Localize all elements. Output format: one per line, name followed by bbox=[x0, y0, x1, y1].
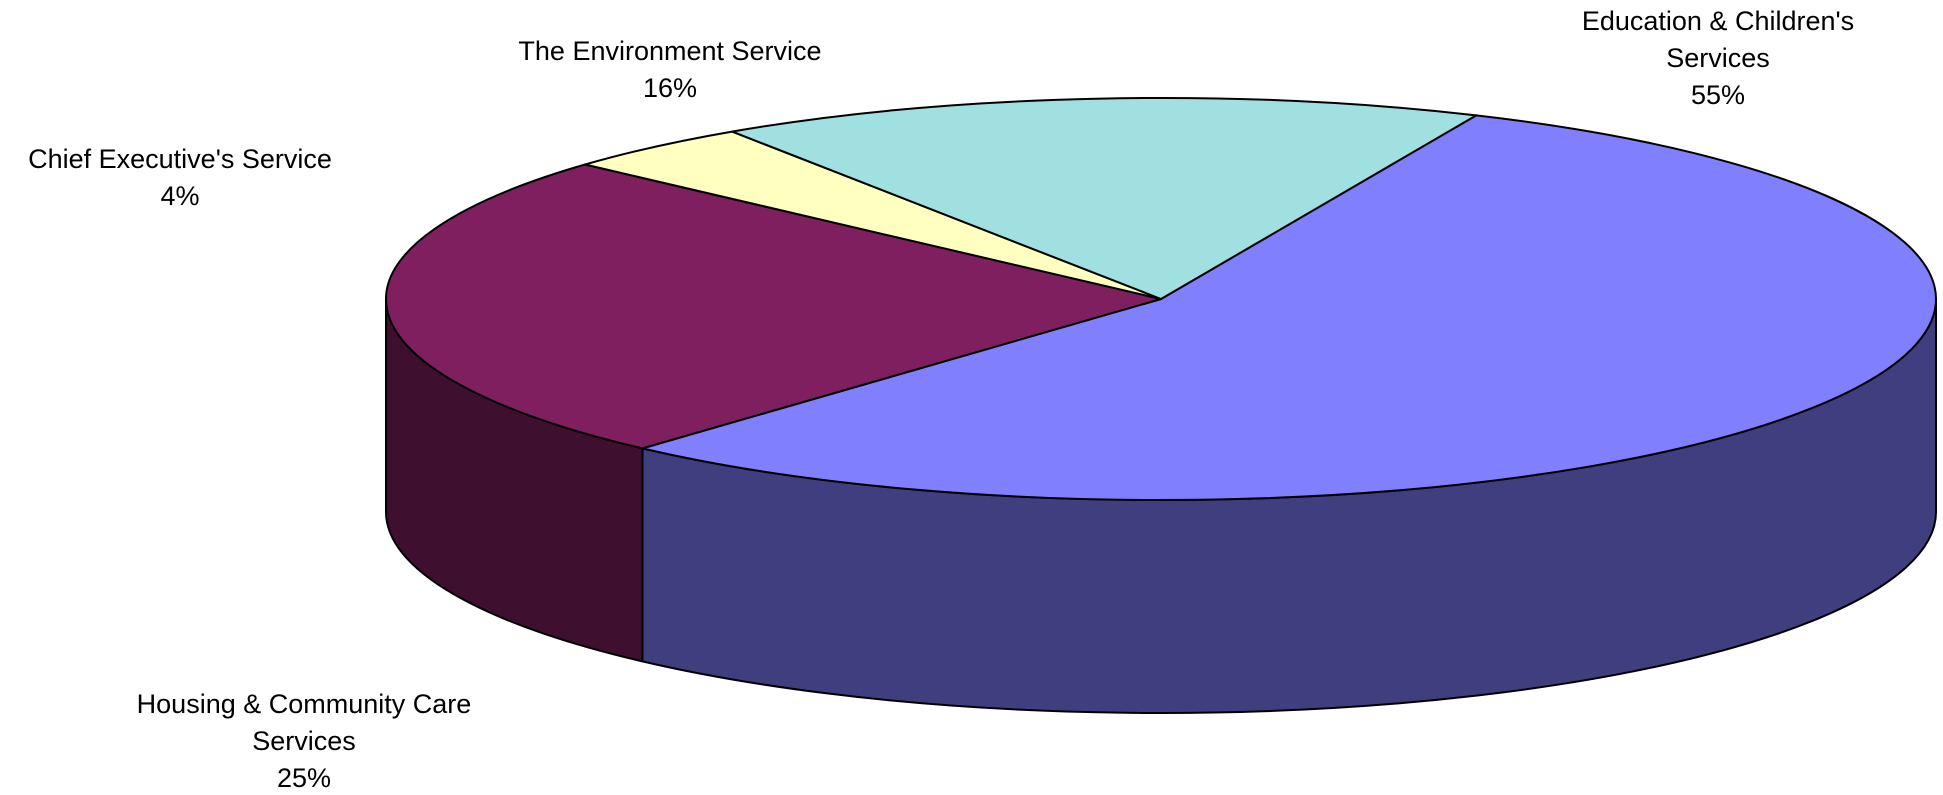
pie-slice-chief-executive-s-service bbox=[584, 130, 1162, 300]
data-label-education-children-s-services: Education & Children's Services 55% bbox=[1582, 6, 1854, 110]
data-label-the-environment-service: The Environment Service 16% bbox=[518, 36, 821, 103]
data-label-category: Education & Children's bbox=[1582, 6, 1854, 36]
data-label-percent: 55% bbox=[1691, 80, 1745, 110]
pie-slice-housing-community-care-services bbox=[385, 163, 1162, 450]
data-label-percent: 16% bbox=[643, 73, 697, 103]
data-label-category: Services bbox=[1666, 43, 1770, 73]
data-label-percent: 25% bbox=[277, 763, 331, 793]
pie-slice-education-children-s-services bbox=[641, 114, 1937, 501]
data-label-category: Chief Executive's Service bbox=[28, 144, 332, 174]
data-label-category: Housing & Community Care bbox=[137, 689, 472, 719]
pie-slice-the-environment-service bbox=[731, 97, 1478, 300]
data-labels: Education & Children's Services 55% Housing… bbox=[28, 6, 1854, 793]
data-label-housing-community-care-services: Housing & Community Care Services 25% bbox=[137, 689, 472, 793]
data-label-chief-executive-s-service: Chief Executive's Service 4% bbox=[28, 144, 332, 211]
data-label-category: The Environment Service bbox=[518, 36, 821, 66]
data-label-percent: 4% bbox=[160, 181, 199, 211]
data-label-category: Services bbox=[252, 726, 356, 756]
pie-top-slices bbox=[385, 97, 1937, 501]
